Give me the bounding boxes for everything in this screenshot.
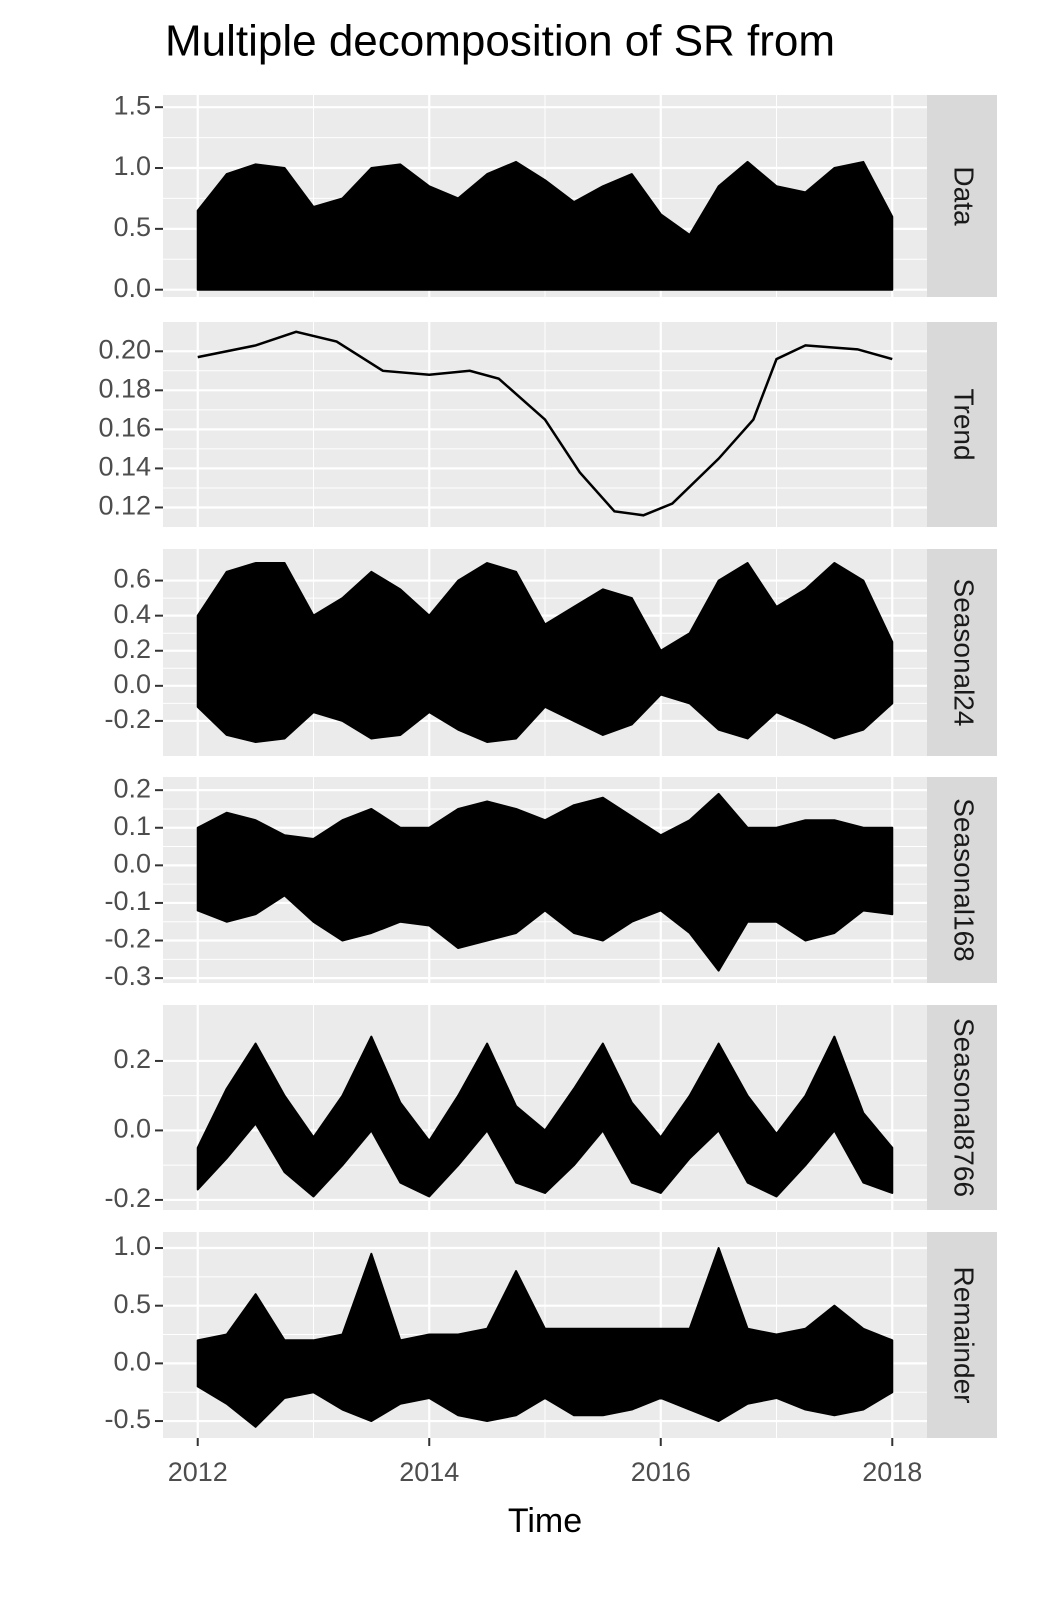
y-tick-label: 0.2 [113, 1044, 151, 1074]
strip-label: Seasonal24 [949, 579, 980, 727]
trend-line [197, 330, 893, 517]
y-tick-label: 1.5 [113, 90, 151, 120]
y-tick-label: -0.2 [104, 924, 151, 954]
series-band [196, 562, 894, 743]
y-tick-label: 1.0 [113, 1231, 151, 1261]
plot-group [197, 330, 893, 517]
plot-group [196, 160, 894, 291]
strip-label: Data [949, 166, 980, 226]
y-tick-label: 0.2 [113, 634, 151, 664]
strip-label: Remainder [949, 1267, 980, 1404]
y-tick-label: -0.2 [104, 704, 151, 734]
x-axis-label: Time [508, 1502, 582, 1540]
strip-background [927, 322, 997, 527]
y-tick-label: 0.5 [113, 1289, 151, 1319]
plot-group [196, 562, 894, 743]
strip-background [927, 1005, 997, 1210]
chart-title: Multiple decomposition of SR from [165, 17, 835, 66]
strip-background [927, 549, 997, 756]
series-band [196, 1247, 894, 1428]
y-tick-label: 0.14 [98, 452, 151, 482]
strip-background [927, 1232, 997, 1438]
strip-group: Remainder [949, 1267, 980, 1404]
plot-group [196, 1247, 894, 1428]
plot-group [196, 792, 894, 972]
strip-group: Seasonal168 [949, 798, 980, 961]
y-tick-label: 0.18 [98, 373, 151, 403]
y-tick-label: 0.0 [113, 1114, 151, 1144]
y-tick-label: 0.1 [113, 811, 151, 841]
series-band [196, 160, 894, 291]
y-tick-label: -0.3 [104, 961, 151, 991]
y-tick-label: 0.6 [113, 564, 151, 594]
plot-group [196, 1035, 894, 1198]
y-tick-label: 0.16 [98, 413, 151, 443]
x-tick-label: 2016 [631, 1457, 691, 1487]
y-tick-label: -0.1 [104, 886, 151, 916]
strip-background [927, 95, 997, 297]
y-tick-label: 1.0 [113, 151, 151, 181]
y-tick-label: 0.0 [113, 848, 151, 878]
strip-group: Seasonal24 [949, 579, 980, 727]
series-band [196, 792, 894, 972]
y-tick-label: -0.5 [104, 1404, 151, 1434]
series-band [196, 1035, 894, 1198]
strip-label: Seasonal8766 [949, 1018, 980, 1197]
x-tick-label: 2014 [399, 1457, 459, 1487]
y-tick-label: 0.5 [113, 212, 151, 242]
x-tick-label: 2018 [862, 1457, 922, 1487]
strip-group: Seasonal8766 [949, 1018, 980, 1197]
y-tick-label: -0.2 [104, 1183, 151, 1213]
strip-group: Trend [949, 388, 980, 460]
y-tick-label: 0.0 [113, 1346, 151, 1376]
x-tick-label: 2012 [168, 1457, 228, 1487]
y-tick-label: 0.2 [113, 773, 151, 803]
y-tick-label: 0.0 [113, 273, 151, 303]
strip-label: Trend [949, 388, 980, 460]
y-tick-label: 0.20 [98, 334, 151, 364]
strip-label: Seasonal168 [949, 798, 980, 961]
y-tick-label: 0.4 [113, 599, 151, 629]
y-tick-label: 0.0 [113, 669, 151, 699]
y-tick-label: 0.12 [98, 491, 151, 521]
strip-group: Data [949, 166, 980, 226]
strip-background [927, 777, 997, 983]
